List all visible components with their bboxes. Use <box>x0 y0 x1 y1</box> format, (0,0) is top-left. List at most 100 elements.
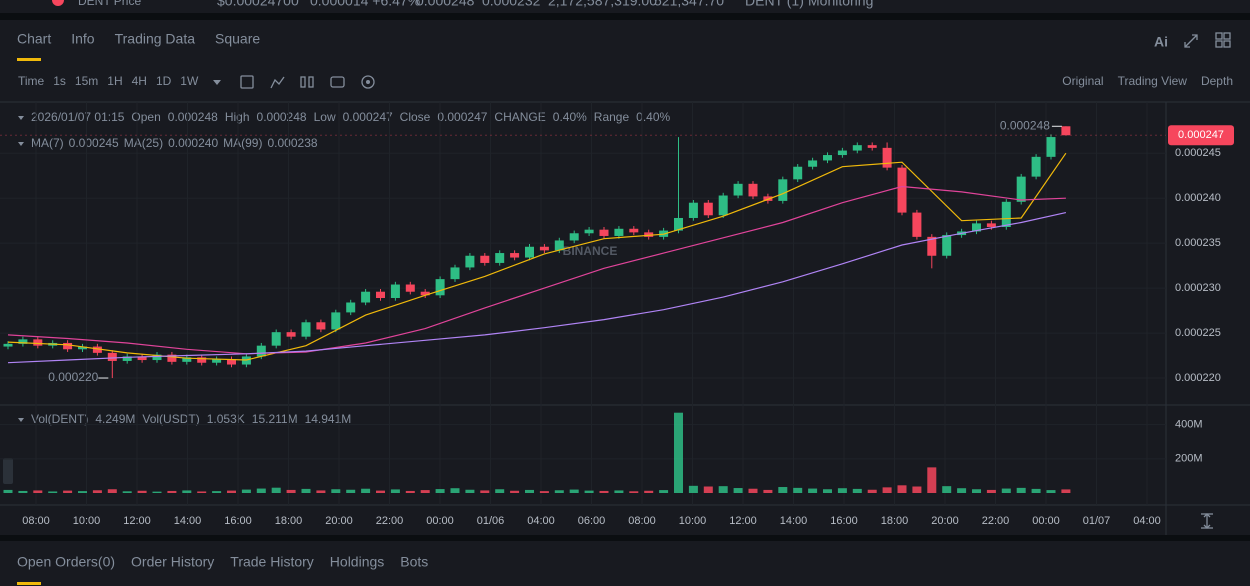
icon[interactable] <box>1223 40 1231 48</box>
ohlc-value: 0.000248 <box>168 110 218 124</box>
candle-body <box>897 167 907 213</box>
candle-body <box>748 183 758 197</box>
volume-bar <box>763 489 773 493</box>
tab[interactable]: Info <box>71 31 95 47</box>
x-tick-label: 16:00 <box>830 515 858 527</box>
volume-bar <box>793 487 803 493</box>
volume-bar <box>435 489 445 493</box>
icon[interactable] <box>361 75 375 89</box>
ticker-stat: 0.000232 <box>482 0 541 9</box>
volume-bar <box>137 490 147 493</box>
candle-body <box>271 332 281 346</box>
icon[interactable] <box>1184 42 1190 48</box>
y-tick-label: 0.000225 <box>1175 327 1221 339</box>
ticker-stat: 0.000248 <box>416 0 475 9</box>
vol-tick-label: 400M <box>1175 419 1203 431</box>
candle-body <box>390 284 400 299</box>
volume-bar <box>450 488 460 493</box>
x-tick-label: 16:00 <box>224 515 252 527</box>
volume-bar <box>33 490 43 493</box>
volume-bar <box>703 486 713 493</box>
collapse-arrow[interactable] <box>18 418 24 422</box>
order-tab[interactable]: Holdings <box>330 554 384 570</box>
volume-bar <box>241 489 251 493</box>
volume-bar <box>986 489 996 493</box>
ohlc-label: CHANGE <box>494 110 545 124</box>
candle-body <box>942 235 952 256</box>
icon[interactable] <box>240 75 254 89</box>
collapse-arrow[interactable] <box>18 142 24 146</box>
interval-button: 1s <box>53 74 66 88</box>
toolbar-icons[interactable] <box>213 75 375 89</box>
volume-bar <box>927 467 937 493</box>
candle-body <box>212 359 222 363</box>
candle-body <box>972 223 981 232</box>
order-tab[interactable]: Open Orders(0) <box>17 554 115 570</box>
volume-bar <box>912 486 922 493</box>
ohlc-value: 0.40% <box>636 110 670 124</box>
volume-bar <box>554 490 564 493</box>
candle-body <box>852 145 862 151</box>
x-tick-label: 20:00 <box>325 515 353 527</box>
candle-body <box>584 229 594 234</box>
candle-body <box>986 223 996 227</box>
candle-body <box>450 267 460 280</box>
volume-bar <box>748 488 758 493</box>
candle-body <box>674 217 683 231</box>
side-handle[interactable] <box>3 458 13 484</box>
interval-button: 4H <box>132 74 147 88</box>
order-tab[interactable]: Bots <box>400 554 428 570</box>
vol-label: Vol(DENT) <box>31 412 88 426</box>
volume-bar <box>48 491 58 493</box>
top-right-icons[interactable] <box>1184 32 1231 529</box>
icon[interactable] <box>300 76 306 88</box>
vol-value: 4.249M <box>95 412 135 426</box>
ohlc-value: 0.000247 <box>437 110 487 124</box>
collapse-arrow[interactable] <box>18 116 24 120</box>
view-button[interactable]: Trading View <box>1118 74 1188 88</box>
high-marker: 0.000248 <box>1000 118 1050 132</box>
volume-bar <box>808 488 818 493</box>
volume-bar <box>63 490 73 493</box>
candle-body <box>3 343 13 347</box>
volume-bar <box>346 489 356 493</box>
tab[interactable]: Square <box>215 31 260 47</box>
volume-bar <box>688 485 698 493</box>
candle-body <box>167 354 177 362</box>
volume-bar <box>212 491 222 493</box>
order-tab[interactable]: Trade History <box>230 554 314 570</box>
x-tick-label: 22:00 <box>982 515 1010 527</box>
candle-body <box>912 212 922 237</box>
ai-button[interactable]: Ai <box>1154 34 1168 50</box>
tab[interactable]: Chart <box>17 31 51 47</box>
view-button[interactable]: Depth <box>1201 74 1233 88</box>
candle-body <box>539 246 549 251</box>
order-tab[interactable]: Order History <box>131 554 214 570</box>
ma-line <box>7 212 1067 364</box>
candle-body <box>629 228 639 233</box>
candle-body <box>465 255 475 268</box>
icon[interactable] <box>330 76 345 88</box>
ticker-name: DENT Price <box>78 0 141 8</box>
view-button[interactable]: Original <box>1062 74 1103 88</box>
volume-bar <box>92 490 102 493</box>
icon[interactable] <box>1215 40 1223 48</box>
volume-bar <box>167 490 177 493</box>
candle-body <box>480 255 490 263</box>
icon[interactable] <box>1192 34 1198 40</box>
x-tick-label: 14:00 <box>780 515 808 527</box>
ohlc-value: 0.000248 <box>257 110 307 124</box>
icon[interactable] <box>270 76 285 89</box>
icon[interactable] <box>1184 34 1198 48</box>
candle-body <box>18 339 28 344</box>
dropdown-arrow[interactable] <box>213 80 221 85</box>
active-tab-underline <box>17 582 41 585</box>
icon[interactable] <box>308 76 314 88</box>
icon[interactable] <box>1215 32 1223 40</box>
icon[interactable] <box>1223 32 1231 40</box>
y-tick-label: 0.000230 <box>1175 282 1221 294</box>
volume-bar <box>584 490 594 493</box>
tab[interactable]: Trading Data <box>115 31 196 47</box>
icon[interactable] <box>366 80 370 84</box>
x-tick-label: 04:00 <box>527 515 555 527</box>
